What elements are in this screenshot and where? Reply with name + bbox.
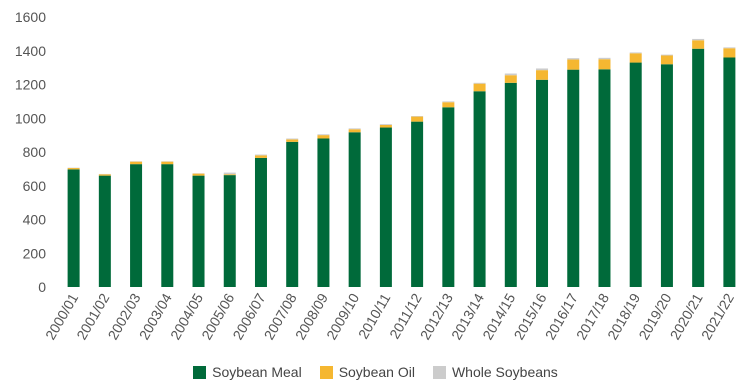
bar-segment-soybean-meal xyxy=(629,62,642,287)
legend: Soybean Meal Soybean Oil Whole Soybeans xyxy=(0,360,751,384)
bar-segment-soybean-oil xyxy=(254,155,267,158)
bar-segment-whole-soybeans xyxy=(536,68,549,71)
bar-segment-soybean-oil xyxy=(598,59,611,70)
bar-segment-whole-soybeans xyxy=(411,116,424,117)
bar-segment-soybean-oil xyxy=(98,174,111,176)
bar-segment-soybean-oil xyxy=(660,55,673,65)
bar-segment-soybean-meal xyxy=(598,69,611,287)
legend-item-whole-soybeans: Whole Soybeans xyxy=(432,364,558,380)
bar-segment-soybean-meal xyxy=(348,132,361,287)
bar-segment-soybean-oil xyxy=(348,129,361,133)
bar-segment-soybean-oil xyxy=(411,116,424,122)
y-tick-label: 600 xyxy=(23,178,47,194)
bar-segment-whole-soybeans xyxy=(692,38,705,41)
legend-item-soybean-oil: Soybean Oil xyxy=(319,364,415,380)
bar-segment-soybean-oil xyxy=(379,125,392,128)
bar-segment-soybean-meal xyxy=(723,57,736,287)
y-tick-label: 1000 xyxy=(15,110,46,126)
bar-segment-soybean-oil xyxy=(67,168,80,170)
bar-segment-whole-soybeans xyxy=(598,57,611,60)
bar-segment-soybean-oil xyxy=(567,59,580,70)
bar-segment-soybean-meal xyxy=(98,175,111,287)
y-tick-label: 400 xyxy=(23,212,47,228)
bar-segment-soybean-meal xyxy=(192,175,205,287)
bar-segment-soybean-oil xyxy=(536,70,549,80)
bar-segment-soybean-oil xyxy=(130,161,143,165)
bar-segment-soybean-meal xyxy=(223,175,236,287)
bar-segment-soybean-meal xyxy=(536,79,549,288)
bar-segment-whole-soybeans xyxy=(223,172,236,175)
bar-segment-soybean-meal xyxy=(67,169,80,287)
bar-segment-whole-soybeans xyxy=(660,54,673,56)
legend-swatch-whole-soybeans xyxy=(432,365,446,379)
bar-segment-whole-soybeans xyxy=(504,73,517,76)
bar-segment-soybean-oil xyxy=(692,40,705,49)
legend-label-whole-soybeans: Whole Soybeans xyxy=(451,364,558,380)
bar-segment-whole-soybeans xyxy=(629,52,642,54)
bar-segment-soybean-meal xyxy=(130,164,143,287)
bar-segment-soybean-meal xyxy=(442,107,455,287)
bar-segment-soybean-meal xyxy=(317,138,330,287)
bar-segment-soybean-meal xyxy=(379,127,392,287)
bar-segment-whole-soybeans xyxy=(473,82,486,84)
y-tick-label: 800 xyxy=(23,144,47,160)
bar-segment-soybean-meal xyxy=(660,64,673,287)
bar-segment-soybean-meal xyxy=(504,82,517,287)
bar-segment-soybean-meal xyxy=(161,164,174,287)
y-tick-label: 0 xyxy=(38,279,46,295)
y-tick-label: 1400 xyxy=(15,43,46,59)
bar-segment-soybean-oil xyxy=(223,174,236,176)
bar-segment-soybean-oil xyxy=(192,173,205,176)
bar-segment-soybean-meal xyxy=(692,48,705,287)
bar-segment-whole-soybeans xyxy=(442,101,455,103)
legend-item-soybean-meal: Soybean Meal xyxy=(193,364,302,380)
y-tick-label: 1600 xyxy=(15,9,46,25)
bar-segment-whole-soybeans xyxy=(723,47,736,49)
bar-segment-whole-soybeans xyxy=(317,134,330,136)
bar-segment-whole-soybeans xyxy=(379,124,392,125)
bar-segment-whole-soybeans xyxy=(286,138,299,140)
bar-segment-soybean-oil xyxy=(161,161,174,165)
bar-segment-soybean-oil xyxy=(629,53,642,63)
legend-label-soybean-meal: Soybean Meal xyxy=(212,364,302,380)
bar-segment-whole-soybeans xyxy=(567,58,580,60)
bar-segment-soybean-oil xyxy=(317,135,330,139)
bar-segment-soybean-oil xyxy=(286,139,299,142)
bar-segment-soybean-meal xyxy=(254,157,267,287)
bar-segment-soybean-meal xyxy=(473,91,486,287)
bar-segment-soybean-oil xyxy=(504,75,517,83)
bar-segment-soybean-meal xyxy=(411,121,424,287)
bar-segment-soybean-oil xyxy=(723,48,736,58)
bar-segment-soybean-oil xyxy=(473,83,486,92)
legend-swatch-soybean-oil xyxy=(319,365,333,379)
bar-segment-soybean-meal xyxy=(286,141,299,287)
bar-segment-soybean-oil xyxy=(442,102,455,108)
legend-label-soybean-oil: Soybean Oil xyxy=(338,364,415,380)
bar-segment-soybean-meal xyxy=(567,69,580,288)
legend-swatch-soybean-meal xyxy=(193,365,207,379)
bar-segment-whole-soybeans xyxy=(348,128,361,130)
y-tick-label: 1200 xyxy=(15,77,46,93)
y-tick-label: 200 xyxy=(23,245,47,261)
bar-segment-whole-soybeans xyxy=(254,154,267,156)
